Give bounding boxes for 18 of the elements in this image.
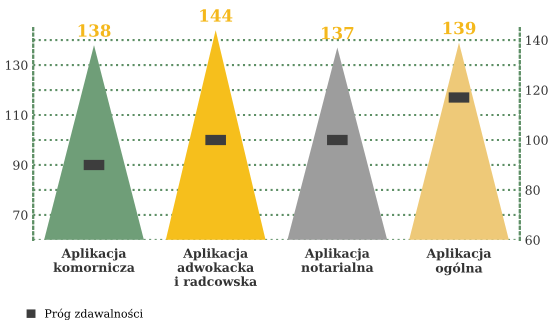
y-tick-label: 90 [13, 160, 28, 170]
y2-tick-label: 60 [526, 235, 540, 245]
x-tick-label: Aplikacja adwokacka i radcowska [174, 248, 257, 286]
x-tick-label: Aplikacja komornicza [54, 248, 135, 272]
data-label: 138 [78, 24, 111, 37]
y2-tick-label: 80 [526, 185, 540, 195]
y-tick-label: 70 [13, 210, 28, 220]
data-label: 137 [322, 26, 354, 40]
data-label: 139 [444, 22, 476, 34]
x-tick-label: Aplikacja notarialna [301, 248, 374, 272]
y-tick-label: 110 [6, 110, 28, 120]
legend-label: Próg zdawalności [44, 308, 143, 320]
x-tick-label: Aplikacja ogólna [426, 248, 492, 276]
y2-tick-label: 120 [526, 86, 548, 95]
data-label: 144 [200, 9, 232, 22]
y2-tick-label: 140 [526, 36, 548, 45]
y2-tick-label: 100 [526, 135, 548, 145]
y-tick-label: 130 [6, 60, 28, 70]
